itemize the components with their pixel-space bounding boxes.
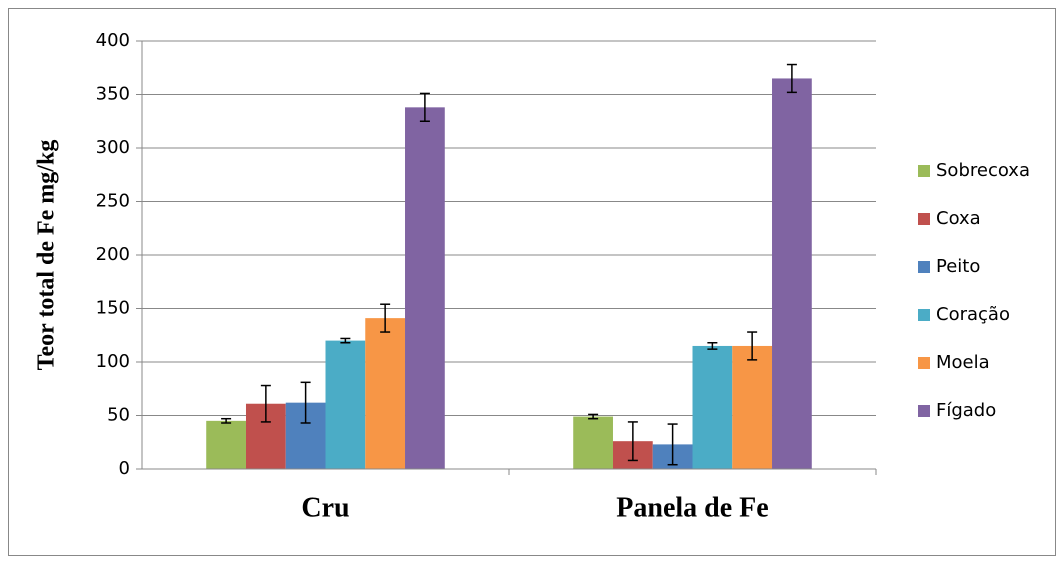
bar xyxy=(732,345,773,469)
legend-label: Coração xyxy=(936,304,1010,325)
y-tick-label: 150 xyxy=(96,298,130,319)
y-tick-label: 50 xyxy=(107,405,130,426)
legend-swatch xyxy=(918,405,930,417)
bar xyxy=(692,345,733,469)
legend-swatch xyxy=(918,261,930,273)
bar xyxy=(405,107,445,469)
y-tick-label: 250 xyxy=(96,191,130,212)
legend-swatch xyxy=(918,357,930,369)
y-tick-label: 0 xyxy=(119,458,130,479)
legend-label: Moela xyxy=(936,352,990,373)
legend-label: Sobrecoxa xyxy=(936,160,1030,181)
legend-swatch xyxy=(918,213,930,225)
bar xyxy=(365,318,406,469)
x-tick-label: Panela de Fe xyxy=(616,492,768,523)
legend-label: Fígado xyxy=(936,400,996,421)
y-tick-label: 300 xyxy=(96,137,130,158)
y-tick-label: 400 xyxy=(96,30,130,51)
bar xyxy=(772,78,812,469)
legend-label: Peito xyxy=(936,256,980,277)
y-tick-label: 200 xyxy=(96,244,130,265)
bar xyxy=(325,340,366,469)
bar xyxy=(573,416,613,469)
x-tick-label: Cru xyxy=(301,492,349,523)
legend-label: Coxa xyxy=(936,208,981,229)
chart-border xyxy=(8,8,1056,556)
bar xyxy=(206,420,246,469)
y-tick-label: 350 xyxy=(96,84,130,105)
y-axis-label: Teor total de Fe mg/kg xyxy=(34,140,60,371)
y-tick-label: 100 xyxy=(96,351,130,372)
legend-swatch xyxy=(918,309,930,321)
legend-swatch xyxy=(918,165,930,177)
